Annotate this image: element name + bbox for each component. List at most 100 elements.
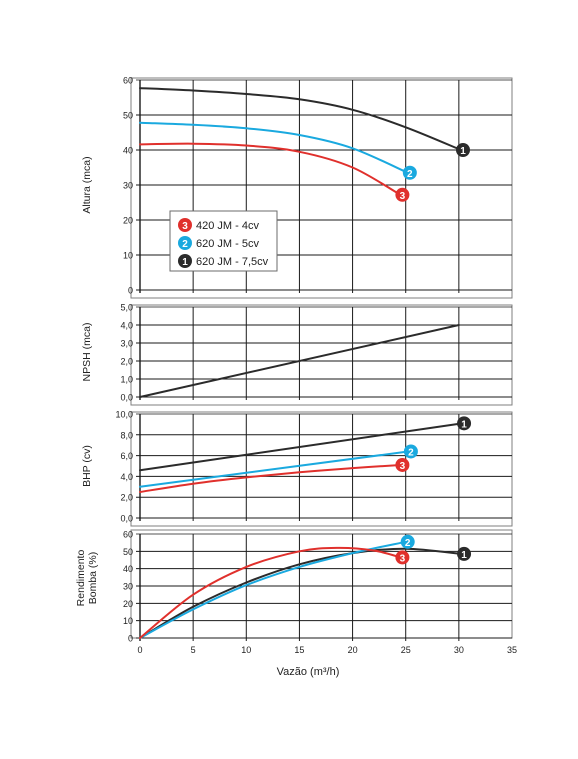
series-end-marker-2-label: 2 bbox=[407, 169, 413, 180]
y-tick-label: 3,0 bbox=[120, 339, 133, 349]
series-line-420-jm-4cv bbox=[139, 464, 402, 493]
legend-marker-2-label: 2 bbox=[182, 239, 188, 250]
panel-frame bbox=[130, 529, 513, 639]
x-tick-label: 20 bbox=[348, 645, 358, 655]
legend-label-1: 620 JM - 7,5cv bbox=[196, 256, 269, 268]
panel-npsh: 0,0 1,0 2,0 3,0 4,0 5,0 NPSH (mca) bbox=[81, 303, 513, 406]
y-tick-label: 1,0 bbox=[120, 375, 133, 385]
legend-marker-1-label: 1 bbox=[182, 257, 188, 268]
series-end-marker-2-label: 2 bbox=[408, 447, 414, 458]
x-tick-label: 15 bbox=[294, 645, 304, 655]
series-line-620-jm-7-5cv bbox=[139, 422, 463, 472]
series-end-marker-1-label: 1 bbox=[461, 419, 467, 430]
legend-marker-2: 2 bbox=[178, 236, 192, 250]
legend-marker-1-circle bbox=[178, 254, 192, 268]
y-tick-label: 60 bbox=[123, 530, 133, 540]
series-end-marker-1: 1 bbox=[457, 546, 472, 561]
series-end-marker-2-circle bbox=[403, 444, 418, 459]
series-line-npsh bbox=[139, 324, 460, 398]
y-tick-label: 2,0 bbox=[120, 357, 133, 367]
y-tick-label: 4,0 bbox=[120, 472, 133, 482]
series-line-420-jm-4cv bbox=[139, 142, 402, 196]
legend-marker-3-label: 3 bbox=[182, 221, 188, 232]
series-end-marker-2: 2 bbox=[400, 534, 415, 549]
series-end-marker-1-label: 1 bbox=[461, 550, 467, 561]
y-axis-label: RendimentoBomba (%) bbox=[75, 550, 99, 607]
legend-marker-1: 1 bbox=[178, 254, 192, 268]
y-tick-label: 8,0 bbox=[120, 430, 133, 440]
series-end-marker-1: 1 bbox=[457, 416, 472, 431]
series-end-marker-2: 2 bbox=[403, 444, 418, 459]
series-line-620-jm-5cv bbox=[139, 450, 410, 488]
y-tick-label: 10 bbox=[123, 251, 133, 261]
legend-label-3: 420 JM - 4cv bbox=[196, 220, 259, 232]
series-end-marker-2-circle bbox=[402, 165, 417, 180]
y-tick-label: 4,0 bbox=[120, 321, 133, 331]
series-end-marker-3: 3 bbox=[395, 457, 410, 472]
y-tick-label: 2,0 bbox=[120, 493, 133, 503]
y-tick-label: 0,0 bbox=[120, 393, 133, 403]
y-tick-label: 30 bbox=[123, 181, 133, 191]
legend-marker-2-circle bbox=[178, 236, 192, 250]
y-tick-label: 10,0 bbox=[115, 410, 133, 420]
y-tick-label: 6,0 bbox=[120, 451, 133, 461]
y-tick-label: 0 bbox=[128, 286, 133, 296]
series-line-620-jm-7-5cv bbox=[139, 547, 463, 639]
y-tick-label: 60 bbox=[123, 76, 133, 86]
series-end-marker-3: 3 bbox=[395, 187, 410, 202]
panel-rendimento: 0 10 20 30 40 50 60 RendimentoBomba (%) 1 2 3 bbox=[75, 529, 513, 644]
x-tick-label: 35 bbox=[507, 645, 517, 655]
series-end-marker-3-circle bbox=[395, 187, 410, 202]
x-tick-label: 0 bbox=[137, 645, 142, 655]
x-tick-label: 25 bbox=[401, 645, 411, 655]
x-tick-label: 10 bbox=[241, 645, 251, 655]
y-tick-label: 50 bbox=[123, 111, 133, 121]
series-line-620-jm-5cv bbox=[139, 540, 407, 639]
series-end-marker-3-label: 3 bbox=[400, 553, 406, 564]
y-axis-label: NPSH (mca) bbox=[81, 323, 93, 382]
y-tick-label: 40 bbox=[123, 564, 133, 574]
y-tick-label: 10 bbox=[123, 616, 133, 626]
x-axis-label: Vazão (m³/h) bbox=[277, 666, 340, 678]
legend-marker-3: 3 bbox=[178, 218, 192, 232]
series-line-420-jm-4cv bbox=[139, 546, 402, 639]
y-tick-label: 5,0 bbox=[120, 303, 133, 313]
panel-bhp: 0,0 2,0 4,0 6,0 8,0 10,0 BHP (cv) 1 23 bbox=[81, 410, 513, 527]
series-line-620-jm-5cv bbox=[139, 121, 409, 174]
panel-frame bbox=[130, 411, 513, 527]
y-tick-label: 0,0 bbox=[120, 514, 133, 524]
y-tick-label: 40 bbox=[123, 146, 133, 156]
series-end-marker-3-circle bbox=[395, 457, 410, 472]
series-end-marker-3-circle bbox=[395, 550, 410, 565]
panel-frame bbox=[130, 304, 513, 406]
series-end-marker-2-label: 2 bbox=[405, 538, 411, 549]
series-end-marker-3-label: 3 bbox=[400, 461, 406, 472]
y-axis-label-line: Bomba (%) bbox=[87, 552, 99, 605]
x-tick-label: 30 bbox=[454, 645, 464, 655]
y-tick-label: 30 bbox=[123, 582, 133, 592]
y-tick-label: 20 bbox=[123, 216, 133, 226]
legend-label-2: 620 JM - 5cv bbox=[196, 238, 259, 250]
series-end-marker-1-circle bbox=[457, 416, 472, 431]
series-end-marker-3: 3 bbox=[395, 550, 410, 565]
y-tick-label: 50 bbox=[123, 547, 133, 557]
series-end-marker-1-circle bbox=[457, 546, 472, 561]
x-tick-label: 5 bbox=[191, 645, 196, 655]
series-end-marker-1-label: 1 bbox=[460, 146, 466, 157]
series-end-marker-2: 2 bbox=[402, 165, 417, 180]
y-axis-label: BHP (cv) bbox=[81, 445, 93, 487]
series-line-620-jm-7-5cv bbox=[139, 87, 462, 151]
y-axis-label-line: Rendimento bbox=[75, 550, 87, 607]
y-tick-label: 0 bbox=[128, 634, 133, 644]
legend: 3 420 JM - 4cv 2 620 JM - 5cv 1 620 JM - 7,5c… bbox=[169, 210, 278, 272]
panel-frame bbox=[130, 77, 513, 299]
series-end-marker-1: 1 bbox=[455, 143, 470, 157]
y-tick-label: 20 bbox=[123, 599, 133, 609]
series-end-marker-3-label: 3 bbox=[400, 191, 406, 202]
series-end-marker-2-circle bbox=[400, 534, 415, 549]
legend-marker-3-circle bbox=[178, 218, 192, 232]
series-end-marker-1-circle bbox=[455, 143, 470, 157]
y-axis-label: Altura (mca) bbox=[81, 156, 93, 213]
